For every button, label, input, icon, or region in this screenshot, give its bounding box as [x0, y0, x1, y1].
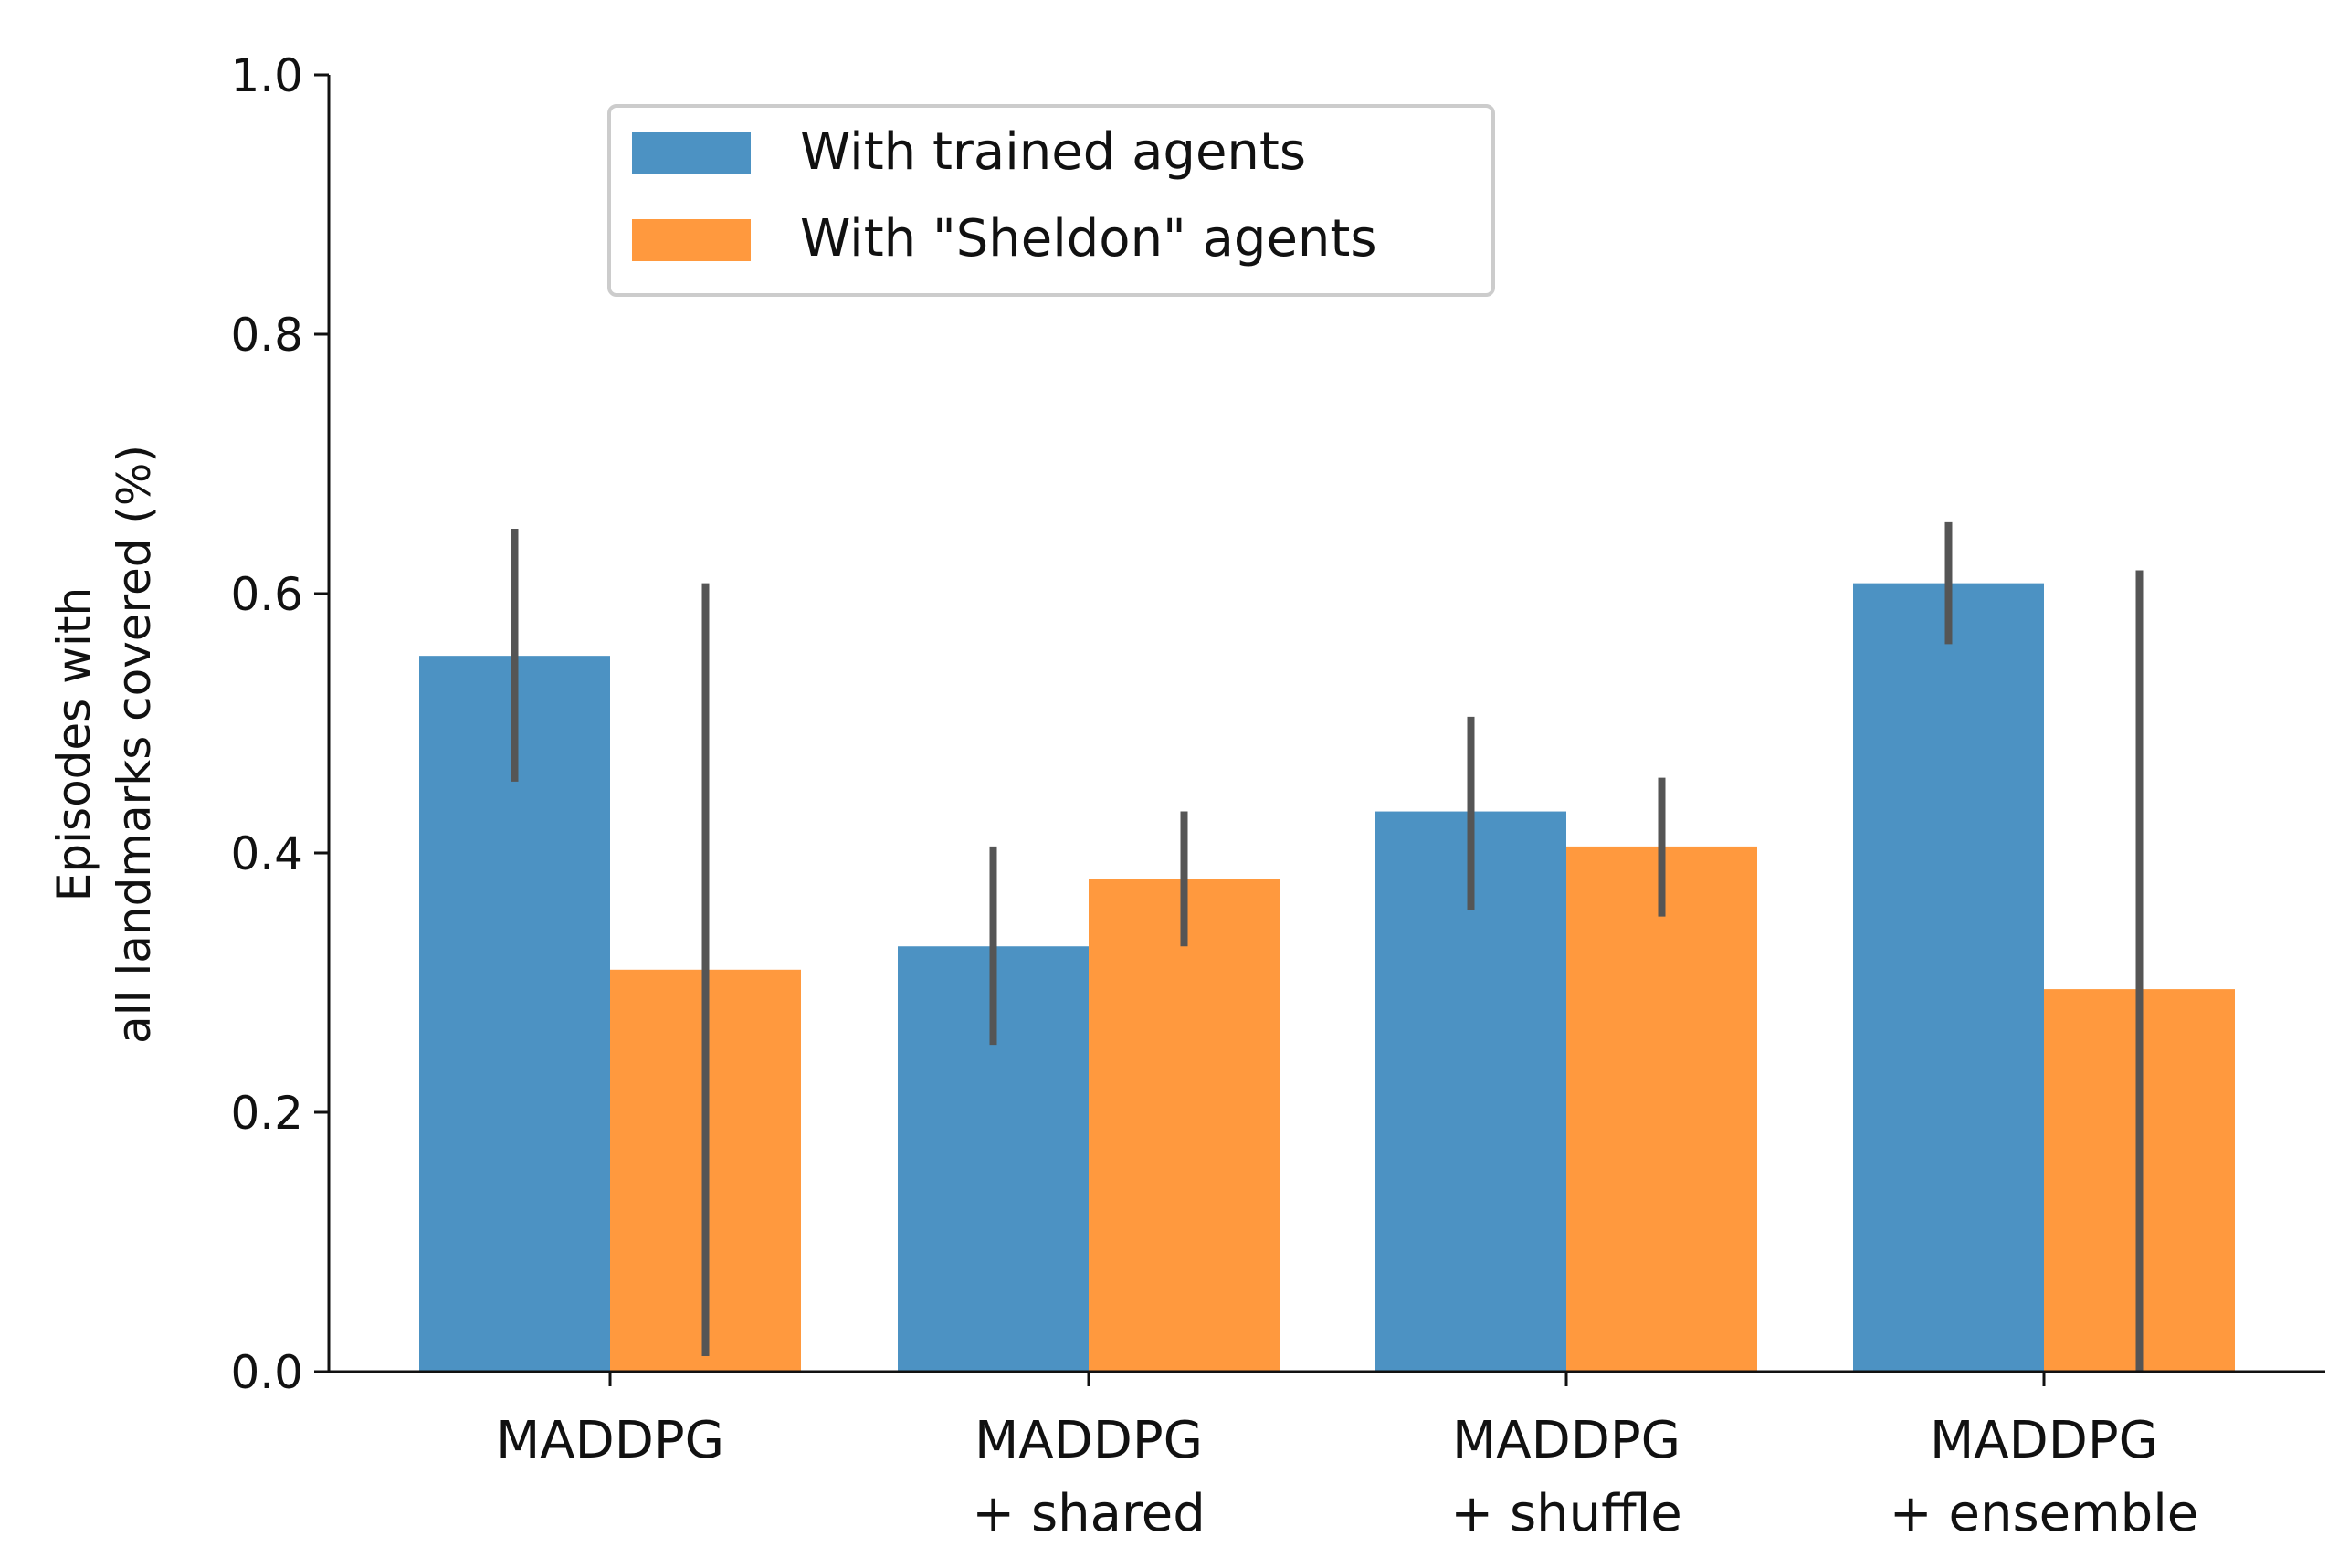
- legend: With trained agents With "Sheldon" agents: [607, 104, 1495, 297]
- legend-swatch-series2: [632, 219, 751, 261]
- error-bars-layer: [511, 521, 2144, 1372]
- legend-box: [607, 104, 1495, 297]
- axes-layer: 0.0 0.2 0.4 0.6 0.8 1.0 MADDPG MADDPG + shared MA…: [47, 49, 2325, 1543]
- y-axis-label: Episodes with all landmarks covered (%): [47, 445, 161, 1044]
- y-tick-label: 0.8: [230, 309, 303, 362]
- bar-series1-cat4: [1853, 583, 2044, 1372]
- x-tick-label: + shared: [972, 1484, 1206, 1543]
- x-tick-label: + ensemble: [1890, 1484, 2198, 1543]
- x-tick-label: + shuffle: [1450, 1484, 1681, 1543]
- x-tick-label: MADDPG: [496, 1411, 724, 1470]
- bar-series2-cat2: [1089, 879, 1280, 1372]
- y-tick-label: 0.0: [230, 1346, 303, 1399]
- y-tick-label: 0.2: [230, 1087, 303, 1140]
- bar-series2-cat3: [1566, 846, 1757, 1372]
- legend-label-series1: With trained agents: [800, 122, 1306, 182]
- x-tick-label: MADDPG: [1930, 1411, 2158, 1470]
- y-tick-label: 0.4: [230, 827, 303, 880]
- y-axis-label-line: Episodes with: [47, 587, 100, 901]
- y-tick-label: 1.0: [230, 49, 303, 102]
- x-tick-label: MADDPG: [1452, 1411, 1680, 1470]
- x-tick-label: MADDPG: [974, 1411, 1203, 1470]
- y-tick-label: 0.6: [230, 568, 303, 621]
- legend-label-series2: With "Sheldon" agents: [800, 209, 1377, 268]
- y-axis-label-line: all landmarks covered (%): [108, 445, 161, 1044]
- bars-layer: [419, 583, 2235, 1372]
- legend-swatch-series1: [632, 132, 751, 174]
